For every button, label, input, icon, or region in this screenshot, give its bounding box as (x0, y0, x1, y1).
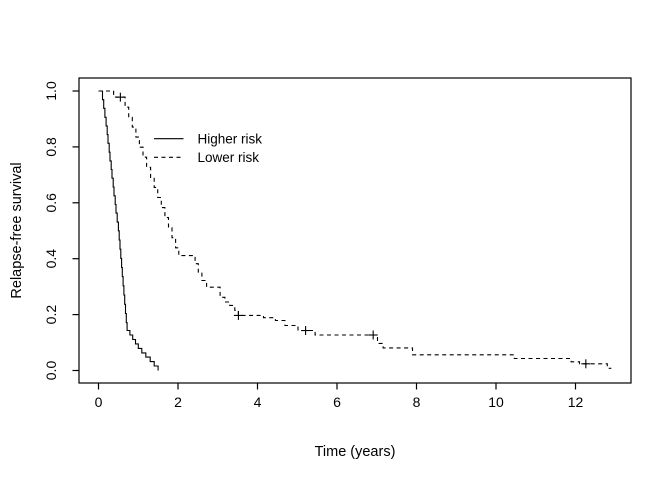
x-tick-label: 6 (333, 394, 341, 410)
y-axis-title: Relapse-free survival (9, 162, 25, 298)
x-axis-title: Time (years) (315, 444, 396, 460)
lower-risk-curve (98, 90, 612, 369)
x-tick-label: 10 (488, 394, 504, 410)
y-tick-label: 0.6 (43, 193, 59, 213)
y-tick-label: 0.2 (43, 305, 59, 325)
higher-risk-curve (98, 90, 159, 371)
x-tick-label: 8 (413, 394, 421, 410)
x-tick-label: 0 (95, 394, 103, 410)
y-tick-label: 0.0 (43, 361, 59, 381)
y-tick-label: 0.8 (43, 137, 59, 157)
x-tick-label: 2 (174, 394, 182, 410)
y-tick-label: 1.0 (43, 81, 59, 101)
y-tick-label: 0.4 (43, 249, 59, 269)
legend-label-lower-risk: Lower risk (198, 150, 260, 165)
plot-box (78, 77, 632, 384)
x-tick-label: 12 (568, 394, 584, 410)
x-tick-label: 4 (254, 394, 262, 410)
legend-label-higher-risk: Higher risk (198, 132, 263, 147)
